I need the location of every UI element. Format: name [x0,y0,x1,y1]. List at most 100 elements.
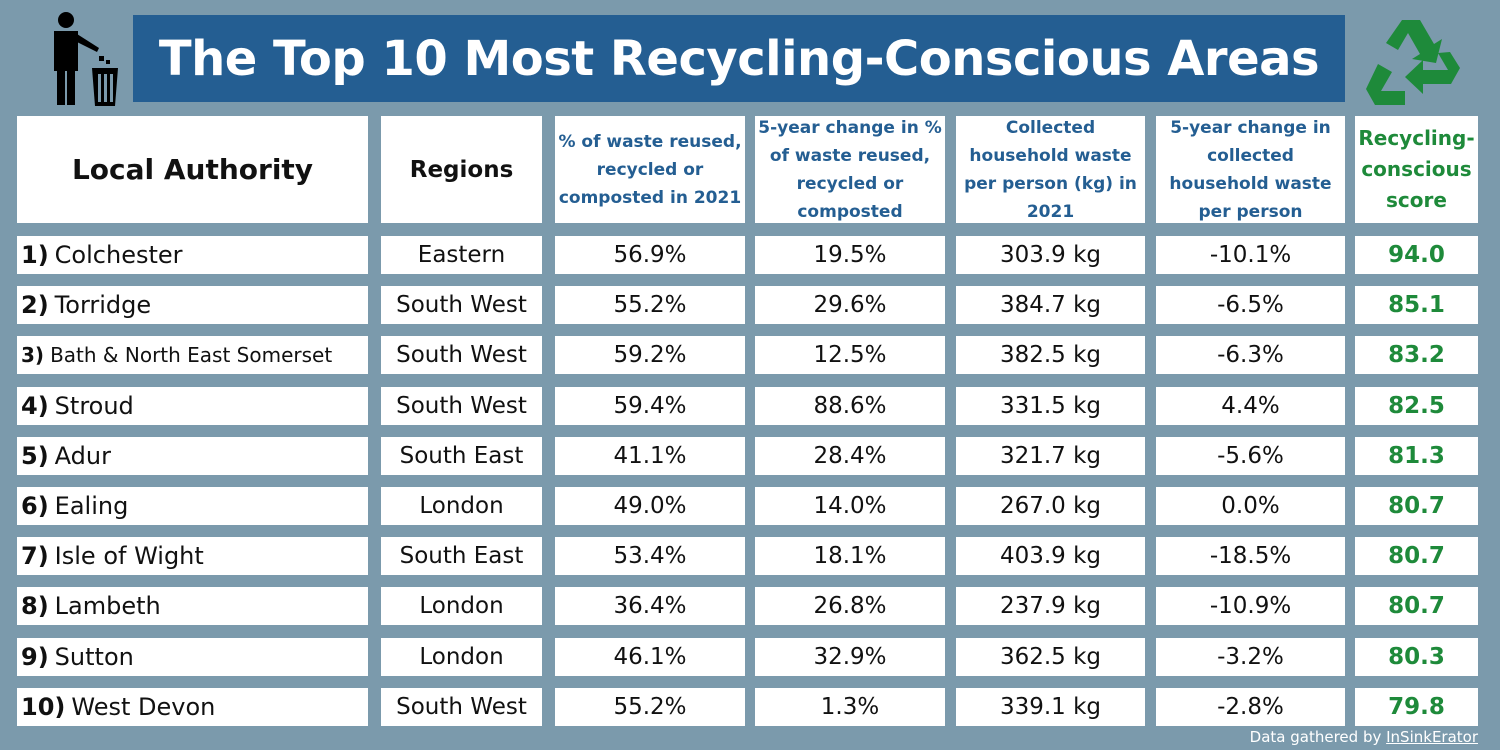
header-line: household waste [1169,173,1332,194]
collected-cell: 331.5 kg [956,387,1145,425]
authority-name: Lambeth [54,592,161,620]
pct-change-cell: 29.6% [755,286,945,324]
rank-label: 5) [21,442,49,470]
header-collected-change: 5-year change in collected household was… [1156,116,1345,223]
collected-change-cell: -18.5% [1156,537,1345,575]
header-collected: Collected household waste per person (kg… [956,116,1145,223]
pct-change-cell: 88.6% [755,387,945,425]
rank-label: 10) [21,693,66,721]
rank-label: 2) [21,291,49,319]
authority-name: Ealing [54,492,129,520]
score-cell: 79.8 [1355,688,1478,726]
header-line: 5-year change in % [758,117,942,138]
region-cell: South West [381,387,542,425]
collected-cell: 339.1 kg [956,688,1145,726]
authority-name: Bath & North East Somerset [50,343,333,367]
header-line: composted [797,201,903,222]
authority-cell: 4) Stroud [17,387,368,425]
header-line: score [1386,188,1447,212]
collected-change-cell: -3.2% [1156,638,1345,676]
collected-cell: 303.9 kg [956,236,1145,274]
header-line: per person (kg) in [964,173,1137,194]
score-cell: 85.1 [1355,286,1478,324]
header-line: recycled or [796,173,904,194]
source-link[interactable]: InSinkErator [1386,728,1478,746]
pct-reused-cell: 59.4% [555,387,745,425]
header-local-authority: Local Authority [17,116,368,223]
authority-name: West Devon [71,693,216,721]
rank-label: 3) [21,343,45,367]
recycle-icon [1366,20,1460,105]
collected-cell: 321.7 kg [956,437,1145,475]
pct-change-cell: 1.3% [755,688,945,726]
collected-cell: 403.9 kg [956,537,1145,575]
score-cell: 83.2 [1355,336,1478,374]
region-cell: London [381,587,542,625]
pct-change-cell: 19.5% [755,236,945,274]
score-cell: 81.3 [1355,437,1478,475]
header-line: per person [1198,201,1303,222]
pct-reused-cell: 59.2% [555,336,745,374]
collected-cell: 382.5 kg [956,336,1145,374]
authority-name: Adur [54,442,111,470]
pct-change-cell: 14.0% [755,487,945,525]
header-line: composted in 2021 [558,187,742,208]
score-cell: 80.3 [1355,638,1478,676]
pct-change-cell: 18.1% [755,537,945,575]
authority-cell: 6) Ealing [17,487,368,525]
collected-cell: 362.5 kg [956,638,1145,676]
pct-change-cell: 32.9% [755,638,945,676]
collected-change-cell: 0.0% [1156,487,1345,525]
region-cell: South West [381,286,542,324]
header-line: collected [1207,145,1294,166]
region-cell: London [381,487,542,525]
pct-reused-cell: 56.9% [555,236,745,274]
collected-change-cell: 4.4% [1156,387,1345,425]
header-score: Recycling- conscious score [1355,116,1478,223]
header-line: Collected [1005,117,1096,138]
page-title: The Top 10 Most Recycling-Conscious Area… [133,15,1345,102]
score-cell: 80.7 [1355,537,1478,575]
collected-cell: 237.9 kg [956,587,1145,625]
rank-label: 1) [21,241,49,269]
pct-reused-cell: 36.4% [555,587,745,625]
person-bin-icon [54,12,118,106]
region-cell: London [381,638,542,676]
authority-cell: 9) Sutton [17,638,368,676]
rank-label: 6) [21,492,49,520]
pct-reused-cell: 55.2% [555,688,745,726]
collected-cell: 267.0 kg [956,487,1145,525]
header-line: Recycling- [1358,126,1475,150]
rank-label: 8) [21,592,49,620]
authority-name: Torridge [54,291,152,319]
collected-change-cell: -10.9% [1156,587,1345,625]
region-cell: Eastern [381,236,542,274]
authority-cell: 2) Torridge [17,286,368,324]
region-cell: South West [381,688,542,726]
region-cell: South East [381,437,542,475]
rank-label: 4) [21,392,49,420]
collected-cell: 384.7 kg [956,286,1145,324]
header-line: % of waste reused, [558,131,742,152]
header-pct-reused: % of waste reused, recycled or composted… [555,116,745,223]
score-cell: 80.7 [1355,587,1478,625]
pct-change-cell: 12.5% [755,336,945,374]
header-pct-change: 5-year change in % of waste reused, recy… [755,116,945,223]
pct-change-cell: 26.8% [755,587,945,625]
region-cell: South East [381,537,542,575]
pct-change-cell: 28.4% [755,437,945,475]
authority-name: Stroud [54,392,134,420]
header-line: household waste [969,145,1132,166]
source-footer: Data gathered by InSinkErator [1250,728,1478,746]
region-cell: South West [381,336,542,374]
header-line: 2021 [1026,201,1075,222]
collected-change-cell: -6.5% [1156,286,1345,324]
footer-prefix: Data gathered by [1249,728,1382,746]
score-cell: 94.0 [1355,236,1478,274]
authority-cell: 3) Bath & North East Somerset [17,336,368,374]
header-regions: Regions [381,116,542,223]
authority-name: Colchester [54,241,183,269]
pct-reused-cell: 53.4% [555,537,745,575]
authority-name: Sutton [54,643,134,671]
authority-cell: 5) Adur [17,437,368,475]
